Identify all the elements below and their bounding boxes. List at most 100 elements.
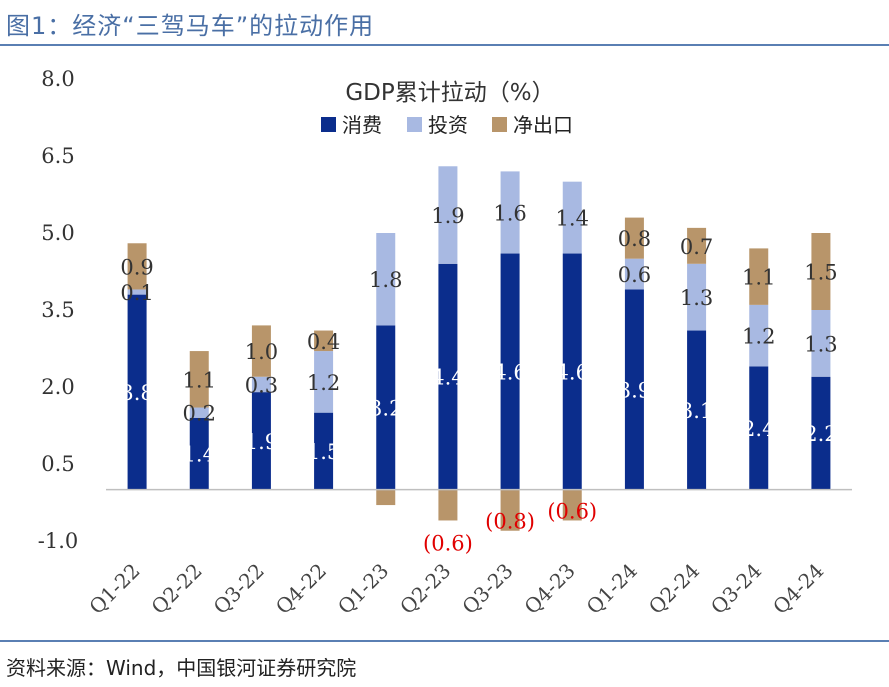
bar-investment [376, 233, 396, 326]
bar-net-exports [127, 243, 147, 290]
legend-swatch-consumption [321, 117, 336, 132]
bar-consumption [314, 412, 334, 490]
x-tick-label: Q4-22 [271, 559, 331, 619]
data-label-investment: 0.1 [120, 281, 153, 305]
data-label-consumption: 1.4 [183, 443, 216, 467]
data-label-investment: 0.2 [183, 402, 216, 426]
data-label-consumption: 4.4 [431, 366, 464, 390]
bar-net-exports [500, 489, 520, 531]
bar-net-exports [438, 489, 458, 521]
x-tick-label: Q1-24 [582, 559, 642, 619]
x-axis: Q1-22 Q2-22 Q3-22 Q4-22 Q1-23 Q2-23 Q3-23 Q4-23… [84, 559, 828, 619]
data-label-net-exports: 1.0 [245, 340, 278, 364]
bar-investment [438, 166, 458, 264]
y-tick-label: 5.0 [41, 221, 74, 245]
bar-investment [811, 310, 831, 377]
y-tick-label: -1.0 [38, 529, 79, 553]
bar-consumption [438, 263, 458, 490]
data-label-net-exports: 0.8 [618, 227, 651, 251]
bar-net-exports [687, 227, 707, 264]
x-tick-label: Q1-23 [333, 559, 393, 619]
data-label-net-exports: (0.6) [423, 531, 473, 555]
y-axis: 8.0 6.5 5.0 3.5 2.0 0.5 -1.0 [38, 67, 79, 553]
bar-investment [314, 351, 334, 413]
chart-title: GDP累计拉动（%） [345, 80, 554, 106]
x-tick-label: Q3-24 [706, 559, 766, 619]
bars [127, 166, 831, 531]
y-tick-label: 6.5 [41, 144, 74, 168]
data-label-net-exports: 0.4 [307, 330, 340, 354]
data-label-net-exports: 1.1 [742, 266, 775, 290]
data-label-investment: 1.6 [493, 201, 526, 225]
data-label-consumption: 3.8 [120, 381, 153, 405]
bar-investment [189, 407, 209, 418]
data-label-consumption: 3.2 [369, 397, 402, 421]
bar-consumption [251, 392, 271, 490]
bar-net-exports [562, 489, 582, 521]
data-label-net-exports: (0.6) [547, 499, 597, 523]
bar-investment [624, 258, 644, 290]
data-label-investment: 1.2 [307, 371, 340, 395]
data-label-investment: 1.9 [431, 204, 464, 228]
data-label-net-exports: 0.7 [680, 235, 713, 259]
x-tick-label: Q4-24 [768, 559, 828, 619]
bar-consumption [127, 294, 147, 490]
data-label-investment: 0.6 [618, 263, 651, 287]
bar-consumption [687, 330, 707, 490]
gdp-contribution-chart: GDP累计拉动（%） 消费 投资 净出口 8.0 6.5 5.0 3.5 2.0 0.5 -… [38, 67, 852, 619]
bar-net-exports [251, 325, 271, 377]
bar-net-exports [624, 217, 644, 259]
legend-label-consumption: 消费 [342, 113, 382, 137]
bottom-divider [0, 640, 889, 642]
y-tick-label: 0.5 [41, 452, 74, 476]
top-divider [0, 44, 889, 46]
x-tick-label: Q2-24 [644, 559, 704, 619]
bar-investment [251, 376, 271, 393]
y-tick-label: 2.0 [41, 375, 74, 399]
data-label-investment: 1.8 [369, 268, 402, 292]
data-label-consumption: 4.6 [556, 361, 589, 385]
bar-investment [127, 289, 147, 295]
x-tick-label: Q2-23 [395, 559, 455, 619]
data-label-investment: 1.3 [680, 286, 713, 310]
bar-consumption [562, 253, 582, 490]
bar-consumption [624, 289, 644, 490]
data-label-investment: 1.3 [804, 332, 837, 356]
legend-swatch-net-exports [492, 117, 507, 132]
bar-consumption [500, 253, 520, 490]
bar-consumption [811, 376, 831, 490]
legend-label-net-exports: 净出口 [513, 113, 573, 137]
figure-title: 图1：经济“三驾马车”的拉动作用 [6, 12, 375, 40]
x-tick-label: Q4-23 [519, 559, 579, 619]
bar-investment [687, 263, 707, 331]
data-label-net-exports: 1.5 [804, 261, 837, 285]
data-label-consumption: 1.9 [245, 430, 278, 454]
bar-consumption [189, 417, 209, 490]
bar-investment [562, 181, 582, 254]
bar-consumption [376, 325, 396, 490]
data-labels: 3.8 0.10.9 1.4 0.2 1.1 1.9 0.3 1.0 1.5 1.2 0.4 3.2 1… [120, 201, 837, 555]
bar-investment [749, 304, 769, 367]
y-tick-label: 8.0 [41, 67, 74, 91]
data-label-consumption: 3.9 [618, 379, 651, 403]
x-tick-label: Q2-22 [146, 559, 206, 619]
x-tick-label: Q1-22 [84, 559, 144, 619]
x-tick-label: Q3-23 [457, 559, 517, 619]
data-label-consumption: 2.2 [804, 422, 837, 446]
bar-net-exports [314, 330, 334, 352]
data-label-consumption: 3.1 [680, 399, 713, 423]
bar-net-exports [189, 351, 209, 408]
data-label-consumption: 4.6 [493, 361, 526, 385]
legend-label-investment: 投资 [428, 113, 468, 137]
bar-investment [500, 171, 520, 254]
data-label-net-exports: 1.1 [183, 368, 216, 392]
x-tick-label: Q3-22 [209, 559, 269, 619]
data-label-net-exports: 0.9 [120, 255, 153, 279]
bar-net-exports [376, 489, 396, 506]
data-label-investment: 1.4 [556, 207, 589, 231]
data-label-investment: 0.3 [245, 373, 278, 397]
bar-net-exports [749, 248, 769, 305]
y-tick-label: 3.5 [41, 298, 74, 322]
data-label-net-exports: (0.8) [485, 510, 535, 534]
bar-consumption [749, 366, 769, 490]
